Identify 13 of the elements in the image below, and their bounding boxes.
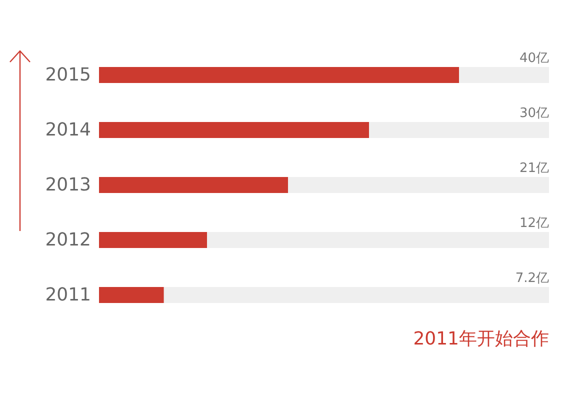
data-label: 40亿 (519, 51, 549, 66)
data-label: 12亿 (519, 216, 549, 231)
data-label: 30亿 (519, 106, 549, 121)
y-tick-label: 2014 (45, 120, 91, 140)
y-tick-label: 2015 (45, 64, 91, 86)
text: 2011年开始合作 (413, 328, 550, 350)
bar (99, 287, 164, 303)
data-label: 21亿 (519, 161, 549, 176)
bar (99, 232, 207, 248)
y-tick-label: 2013 (45, 174, 91, 196)
y-tick-label: 2012 (45, 230, 91, 250)
y-tick-label: 2011 (45, 284, 91, 306)
data-label: 7.2亿 (515, 271, 549, 286)
